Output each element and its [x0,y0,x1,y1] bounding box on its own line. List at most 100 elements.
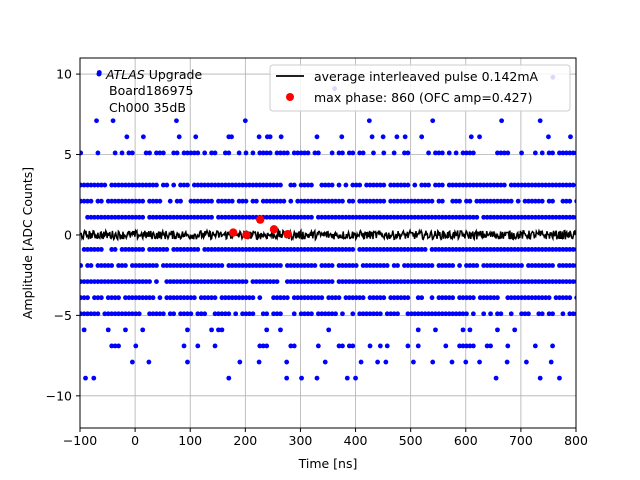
sample-point [384,311,390,317]
sample-point [81,198,87,204]
sample-point [157,295,163,301]
sample-point [526,295,531,301]
sample-point [264,343,270,349]
sample-point [560,198,566,204]
sample-point [136,214,142,220]
sample-point [102,279,108,285]
sample-point [567,198,573,204]
sample-point [353,279,359,285]
sample-point [116,214,121,220]
sample-point [274,279,280,285]
sample-point [550,343,555,349]
sample-point [105,327,111,333]
sample-point [464,279,469,285]
sample-point [340,198,345,204]
sample-point [346,198,352,204]
sample-point [360,214,366,220]
sample-point [467,198,473,204]
sample-point [343,247,349,252]
sample-point [109,198,115,204]
sample-point [367,279,373,285]
sample-point [557,263,562,268]
sample-point [315,198,321,204]
sample-point [495,311,500,317]
sample-point [257,279,263,285]
sample-point [367,198,373,204]
y-tick-label: 0 [64,227,72,242]
sample-point [563,214,569,220]
sample-point [267,182,273,188]
sample-point [481,263,487,268]
sample-point [467,279,473,285]
sample-point [467,295,473,301]
sample-point [298,263,304,268]
sample-point [85,263,90,268]
sample-point [405,263,411,268]
sample-point [467,214,473,220]
sample-point [216,311,221,317]
sample-point [460,279,466,285]
sample-point [568,134,573,140]
sample-point [443,311,449,317]
sample-point [336,343,342,349]
sample-point [326,247,332,252]
sample-point [464,150,469,156]
max-phase-point [242,230,251,240]
sample-point [271,311,276,317]
sample-point [185,327,190,333]
sample-point [350,150,356,156]
sample-point [88,279,94,285]
sample-point [195,214,201,220]
sample-point [536,311,542,317]
sample-point [288,214,294,220]
sample-point [443,343,449,349]
sample-point [357,198,363,204]
sample-point [212,247,218,252]
sample-point [105,263,111,268]
sample-point [295,214,301,220]
sample-point [174,214,180,220]
sample-point [226,198,232,204]
sample-point [484,343,490,349]
sample-point [415,295,421,301]
sample-point [408,214,414,220]
sample-point [488,247,493,252]
sample-point [147,247,152,252]
sample-point [312,279,318,285]
sample-point [219,295,225,301]
sample-point [140,214,146,220]
sample-point [529,182,535,188]
sample-point [464,198,469,204]
sample-point [501,198,507,204]
sample-point [439,150,445,156]
sample-point [350,263,356,268]
sample-point [80,150,84,156]
sample-point [412,247,418,252]
sample-point [460,247,466,252]
sample-point [439,295,445,301]
sample-point [505,279,511,285]
sample-point [136,198,142,204]
sample-point [384,214,390,220]
sample-point [433,182,438,188]
sample-point [160,150,166,156]
sample-point [519,182,524,188]
sample-point [512,327,518,333]
sample-point [136,247,142,252]
sample-point [133,247,139,252]
sample-point [202,311,208,317]
sample-point [288,198,294,204]
sample-point [367,311,373,317]
sample-point [164,295,170,301]
sample-point [460,150,466,156]
sample-point [508,182,514,188]
sample-point [477,134,482,140]
sample-point [278,247,283,252]
sample-point [537,375,543,381]
sample-point [536,295,542,301]
sample-point [267,198,273,204]
sample-point [360,247,366,252]
sample-point [284,214,290,220]
sample-point [422,214,428,220]
sample-point [388,214,394,220]
